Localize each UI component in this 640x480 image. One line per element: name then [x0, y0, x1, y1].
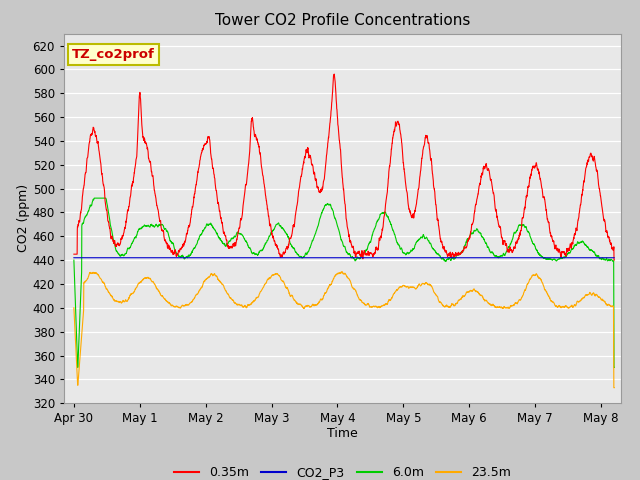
CO2_P3 — [611, 255, 618, 261]
Legend: 0.35m, CO2_P3, 6.0m, 23.5m: 0.35m, CO2_P3, 6.0m, 23.5m — [169, 461, 516, 480]
23.5m — [277, 277, 285, 283]
6.0m — [278, 225, 285, 230]
X-axis label: Time: Time — [327, 427, 358, 440]
23.5m — [610, 385, 618, 391]
CO2_P3 — [600, 255, 607, 261]
6.0m — [132, 235, 140, 241]
Line: 0.35m: 0.35m — [74, 74, 614, 260]
CO2_P3 — [132, 255, 140, 261]
6.0m — [74, 364, 81, 370]
Y-axis label: CO2 (ppm): CO2 (ppm) — [17, 184, 30, 252]
CO2_P3 — [541, 255, 549, 261]
23.5m — [600, 298, 607, 303]
CO2_P3 — [277, 255, 285, 261]
6.0m — [301, 252, 308, 258]
23.5m — [164, 299, 172, 305]
0.35m — [132, 162, 140, 168]
0.35m — [301, 155, 308, 161]
0.35m — [600, 217, 607, 223]
23.5m — [132, 286, 140, 292]
0.35m — [610, 257, 618, 263]
6.0m — [70, 257, 77, 263]
23.5m — [541, 288, 549, 293]
0.35m — [611, 257, 618, 263]
Text: TZ_co2prof: TZ_co2prof — [72, 48, 156, 60]
0.35m — [330, 71, 338, 77]
23.5m — [301, 304, 308, 310]
0.35m — [541, 204, 549, 210]
6.0m — [90, 195, 98, 201]
6.0m — [164, 229, 172, 235]
CO2_P3 — [164, 255, 172, 261]
Line: 6.0m: 6.0m — [74, 198, 614, 367]
23.5m — [611, 385, 618, 391]
23.5m — [338, 269, 346, 275]
Line: 23.5m: 23.5m — [74, 272, 614, 388]
Title: Tower CO2 Profile Concentrations: Tower CO2 Profile Concentrations — [214, 13, 470, 28]
CO2_P3 — [70, 255, 77, 261]
6.0m — [600, 257, 608, 263]
0.35m — [70, 252, 77, 257]
6.0m — [611, 364, 618, 370]
0.35m — [277, 252, 285, 258]
6.0m — [542, 256, 550, 262]
23.5m — [70, 305, 77, 311]
CO2_P3 — [301, 255, 308, 261]
0.35m — [164, 245, 172, 251]
